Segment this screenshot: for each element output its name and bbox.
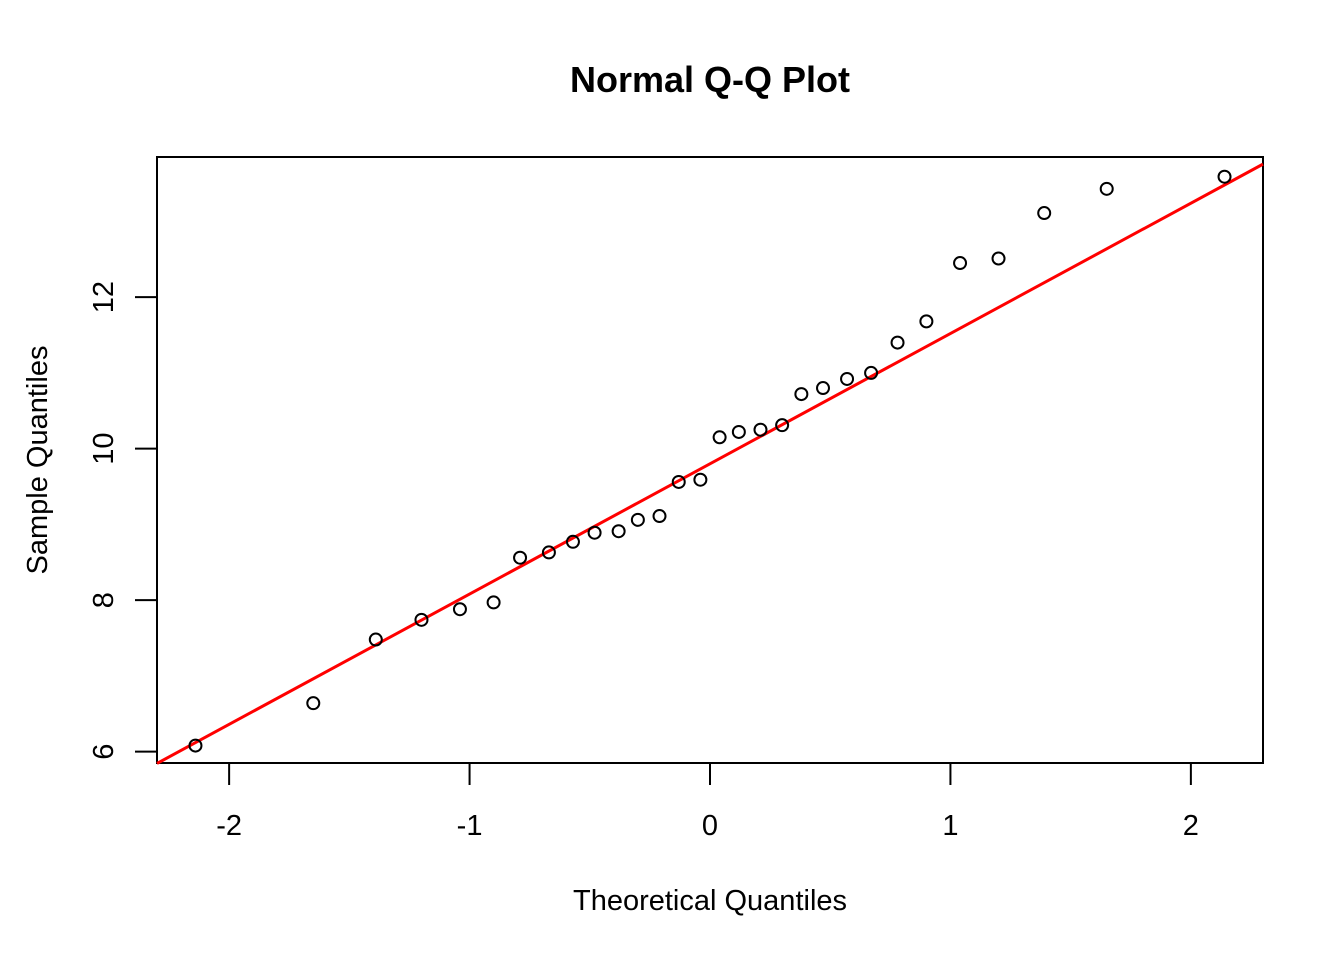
- data-point: [753, 422, 768, 437]
- data-point: [188, 738, 203, 753]
- data-point: [890, 335, 905, 350]
- data-point: [840, 371, 855, 386]
- data-point: [630, 512, 645, 527]
- y-tick-label: 12: [88, 281, 120, 313]
- reference-line-layer: [156, 162, 1264, 765]
- y-axis: 6 8 10 12: [88, 281, 158, 760]
- x-axis-label: Theoretical Quantiles: [573, 885, 847, 917]
- data-point: [794, 387, 809, 402]
- data-point: [541, 545, 556, 560]
- x-tick-label: 2: [1183, 810, 1199, 842]
- x-tick-label: -1: [457, 810, 483, 842]
- data-point: [652, 509, 667, 524]
- y-tick-label: 10: [88, 433, 120, 465]
- x-axis: -2 -1 0 1 2: [216, 762, 1199, 842]
- data-point: [1217, 169, 1232, 184]
- data-point: [919, 314, 934, 329]
- data-point: [712, 430, 727, 445]
- chart-title: Normal Q-Q Plot: [570, 59, 850, 100]
- data-point: [513, 550, 528, 565]
- data-point: [368, 632, 383, 647]
- data-point: [864, 365, 879, 380]
- y-tick-label: 8: [88, 592, 120, 608]
- qq-reference-line: [156, 162, 1264, 765]
- points-layer: [188, 169, 1232, 753]
- data-point: [953, 256, 968, 271]
- data-point: [693, 472, 708, 487]
- data-point: [731, 424, 746, 439]
- data-point: [775, 418, 790, 433]
- data-point: [452, 602, 467, 617]
- x-tick-label: 1: [942, 810, 958, 842]
- data-point: [671, 474, 686, 489]
- data-point: [1037, 206, 1052, 221]
- data-point: [1099, 181, 1114, 196]
- y-axis-label: Sample Quantiles: [22, 346, 54, 575]
- data-point: [414, 612, 429, 627]
- data-point: [306, 696, 321, 711]
- data-point: [486, 595, 501, 610]
- data-point: [991, 251, 1006, 266]
- x-tick-label: 0: [702, 810, 718, 842]
- data-point: [816, 381, 831, 396]
- y-tick-label: 6: [88, 744, 120, 760]
- data-point: [565, 534, 580, 549]
- x-tick-label: -2: [216, 810, 242, 842]
- data-point: [611, 524, 626, 539]
- data-point: [587, 525, 602, 540]
